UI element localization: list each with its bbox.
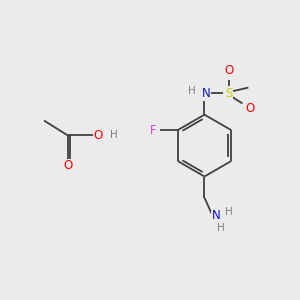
Text: H: H	[217, 223, 225, 233]
Text: O: O	[245, 102, 255, 115]
Text: F: F	[150, 124, 157, 136]
Text: S: S	[225, 87, 232, 100]
Text: O: O	[63, 159, 72, 172]
Text: O: O	[224, 64, 233, 77]
Text: H: H	[110, 130, 118, 140]
Text: H: H	[188, 86, 196, 96]
Text: N: N	[202, 87, 210, 100]
Text: H: H	[225, 207, 233, 218]
Text: O: O	[93, 129, 103, 142]
Text: N: N	[212, 209, 220, 223]
